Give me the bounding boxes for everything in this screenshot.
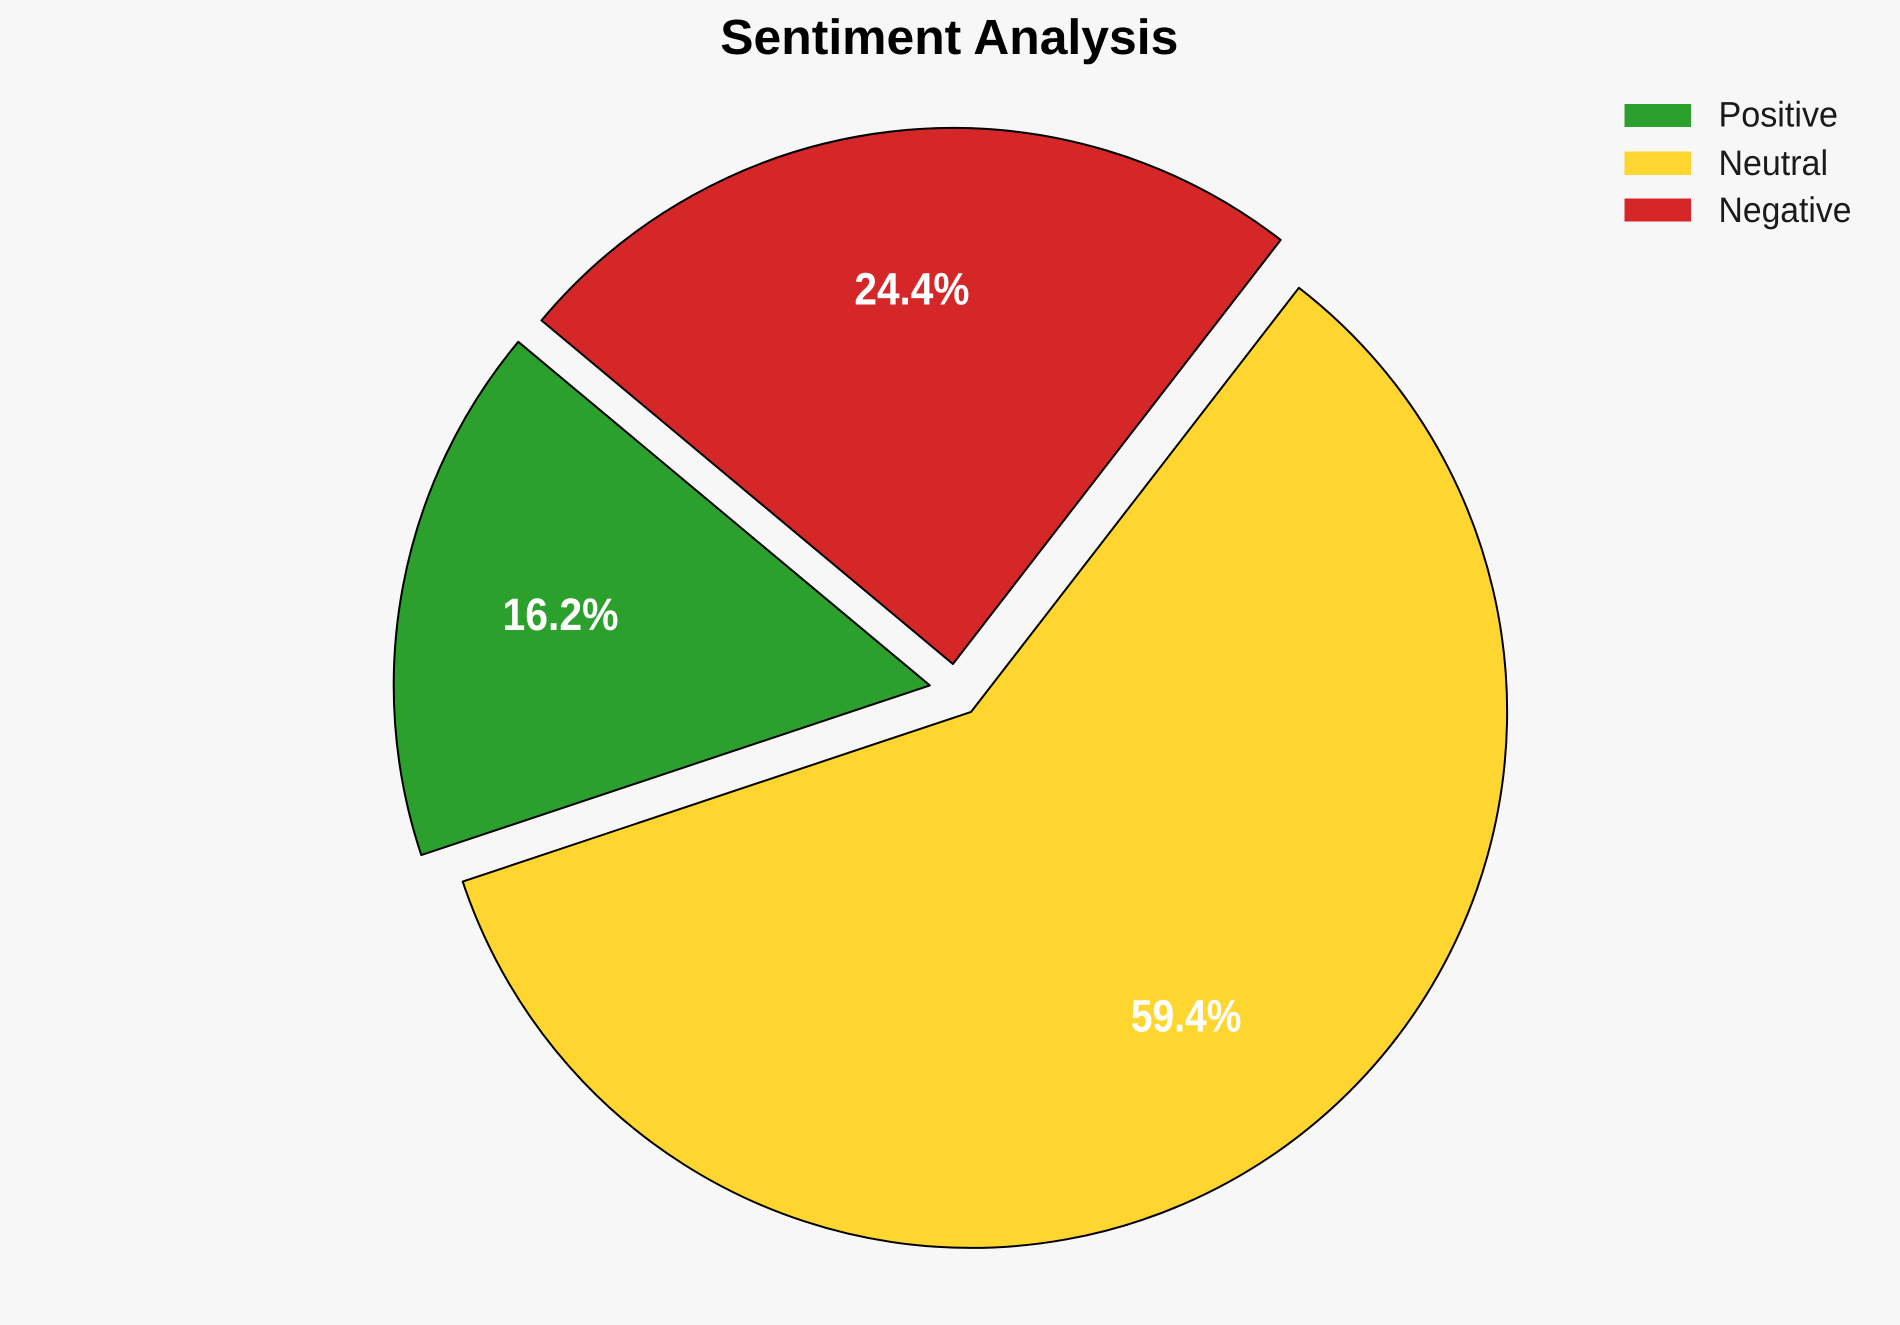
svg-text:Neutral: Neutral (1719, 143, 1829, 183)
svg-text:24.4%: 24.4% (854, 263, 969, 314)
svg-text:Sentiment Analysis: Sentiment Analysis (720, 10, 1178, 65)
svg-text:59.4%: 59.4% (1131, 991, 1242, 1042)
svg-text:Positive: Positive (1719, 95, 1839, 135)
svg-text:16.2%: 16.2% (503, 589, 619, 640)
svg-text:Negative: Negative (1719, 190, 1852, 230)
